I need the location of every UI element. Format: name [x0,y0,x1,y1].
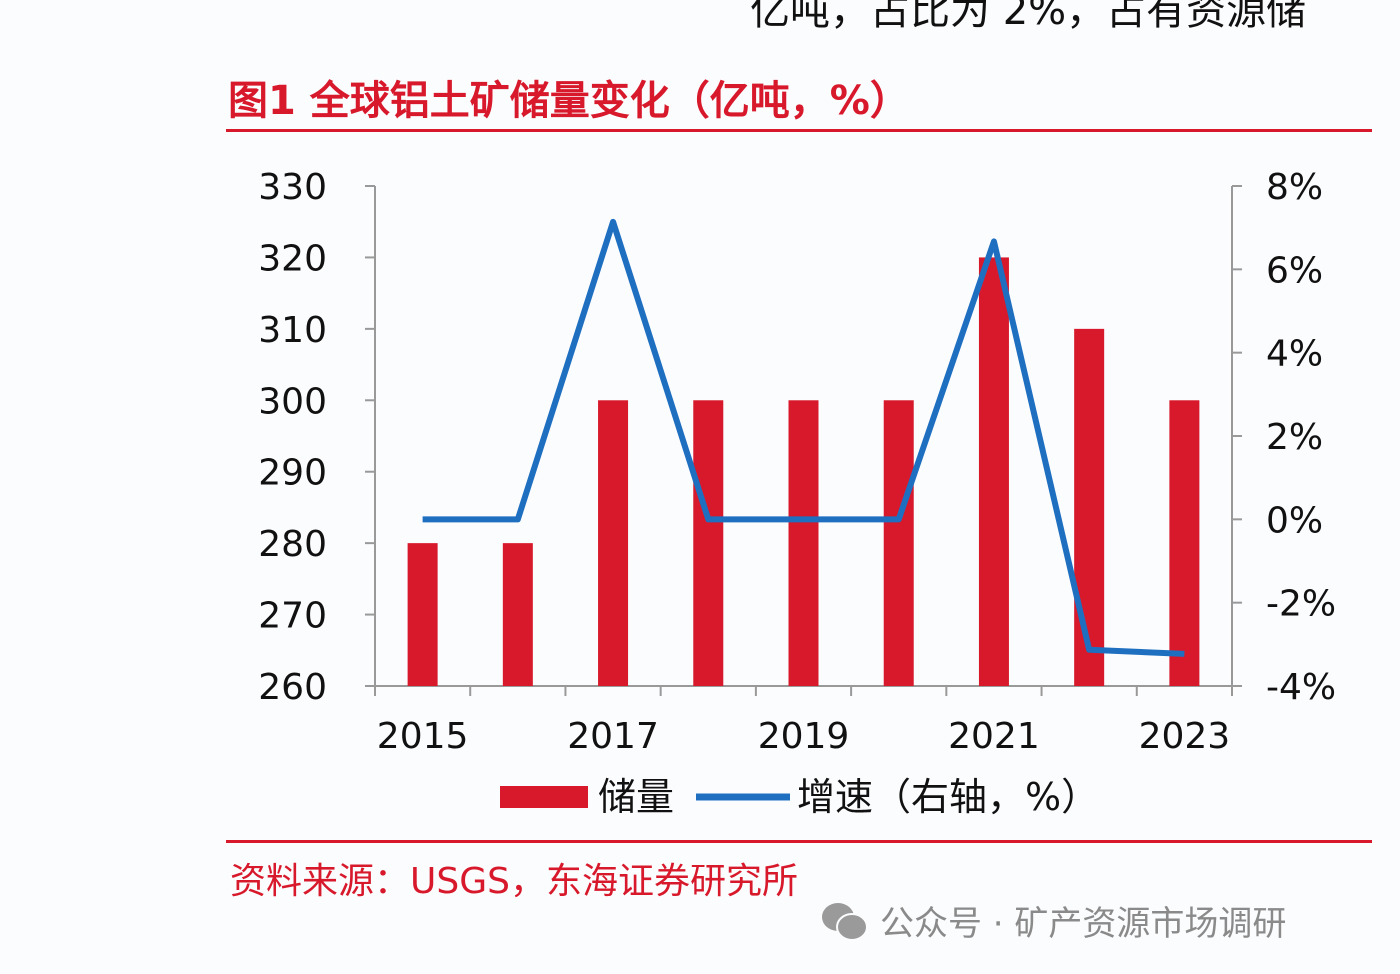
bar-2017 [598,400,629,686]
y2-tick-label: 0% [1266,500,1323,541]
y-tick-label: 300 [258,381,327,422]
y-tick-label: 260 [258,667,327,708]
y2-tick-label: 4% [1266,334,1323,375]
legend-bar-swatch [500,786,588,808]
y-tick-label: 280 [258,524,327,565]
y2-tick-label: 2% [1266,417,1323,458]
cropped-top-text: 亿吨，占比为 2%，占有资源储 [750,0,1307,34]
x-tick-label: 2015 [377,716,469,757]
y2-tick-label: 8% [1266,167,1323,208]
watermark-text: 公众号 · 矿产资源市场调研 [880,904,1287,944]
bar-2023 [1169,400,1200,686]
y-tick-label: 290 [258,453,327,494]
y-tick-label: 320 [258,238,327,279]
x-tick-label: 2023 [1139,716,1231,757]
wechat-icon [822,902,868,941]
y2-tick-label: -4% [1266,667,1336,708]
chart-title: 图1 全球铝土矿储量变化（亿吨，%） [228,78,910,124]
y2-tick-label: 6% [1266,250,1323,291]
bar-2015 [407,543,438,686]
bar-2018 [693,400,724,686]
bar-2020 [883,400,914,686]
bar-2021 [978,257,1009,686]
y2-tick-label: -2% [1266,584,1336,625]
y-tick-label: 310 [258,310,327,351]
legend-bar-label: 储量 [598,775,674,819]
y-tick-label: 270 [258,596,327,637]
x-tick-label: 2017 [567,716,659,757]
source-note: 资料来源：USGS，东海证券研究所 [230,861,798,902]
x-tick-label: 2021 [948,716,1040,757]
bar-2016 [502,543,533,686]
source-rule [226,840,1372,843]
bar-2022 [1074,328,1105,686]
legend-line-label: 增速（右轴，%） [797,775,1099,819]
bar-2019 [788,400,819,686]
x-tick-label: 2019 [758,716,850,757]
watermark: 公众号 · 矿产资源市场调研 [820,896,1286,945]
title-rule [226,129,1372,132]
y-tick-label: 330 [258,167,327,208]
